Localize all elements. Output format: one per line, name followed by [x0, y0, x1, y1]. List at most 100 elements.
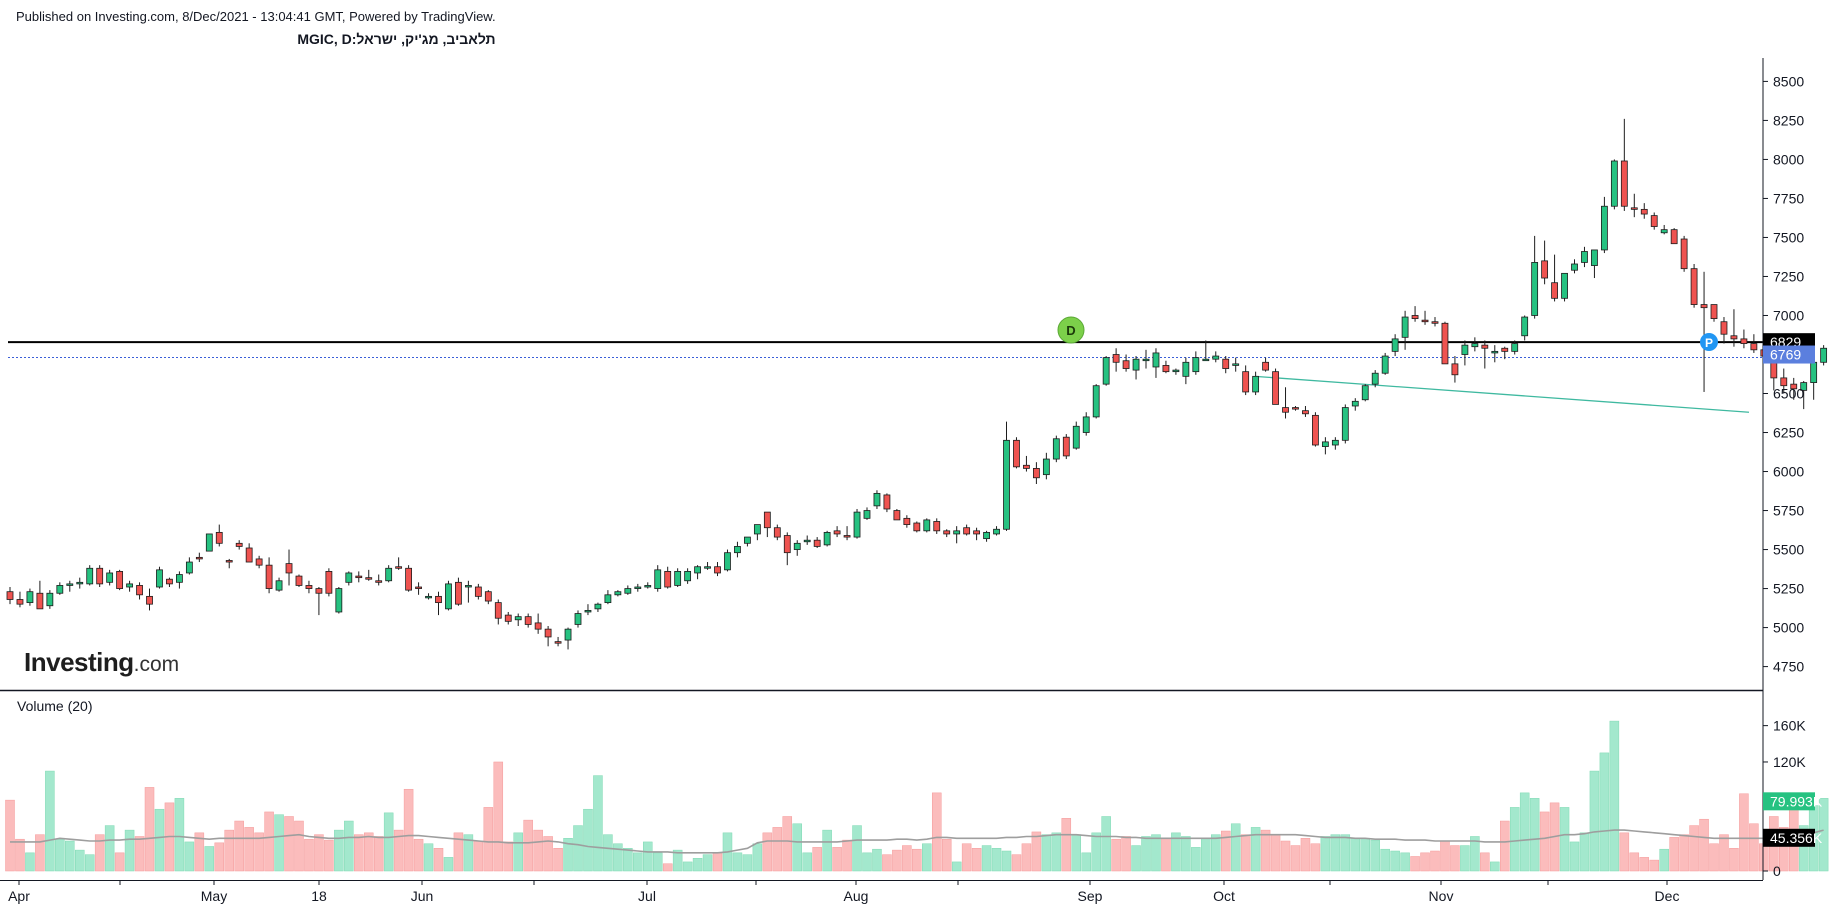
volume-bar[interactable] [393, 829, 404, 872]
candle[interactable] [1710, 304, 1718, 322]
volume-bar[interactable] [373, 836, 384, 872]
volume-bar[interactable] [84, 854, 95, 872]
candle[interactable] [1182, 357, 1190, 385]
candle[interactable] [1102, 356, 1110, 386]
volume-bar[interactable] [772, 827, 783, 872]
candle[interactable] [1481, 340, 1489, 369]
volume-bar[interactable] [1031, 831, 1042, 872]
candle[interactable] [56, 582, 64, 595]
candle[interactable] [1790, 377, 1798, 400]
volume-bar[interactable] [1370, 839, 1380, 872]
candle[interactable] [146, 588, 153, 611]
candle[interactable] [863, 507, 871, 520]
volume-bar[interactable] [344, 820, 354, 872]
volume-bar[interactable] [234, 820, 244, 872]
candle[interactable] [654, 565, 662, 592]
candle[interactable] [1461, 340, 1469, 366]
candle[interactable] [524, 613, 532, 628]
volume-bar[interactable] [254, 832, 264, 872]
volume-bar[interactable] [1211, 834, 1221, 872]
volume-bar[interactable] [1041, 834, 1052, 872]
volume-bar[interactable] [1798, 825, 1809, 872]
volume-bar[interactable] [633, 852, 643, 872]
volume-bar[interactable] [1270, 834, 1281, 872]
volume-bar[interactable] [174, 798, 185, 872]
volume-bar[interactable] [55, 838, 65, 872]
volume-bar[interactable] [742, 854, 753, 872]
volume-bar[interactable] [832, 847, 842, 872]
candle[interactable] [335, 587, 343, 614]
candle[interactable] [116, 569, 124, 591]
candle[interactable] [514, 613, 522, 627]
dividend-marker[interactable]: D [1057, 316, 1085, 344]
candle[interactable] [1062, 434, 1070, 460]
candle[interactable] [584, 604, 592, 616]
candle[interactable] [1042, 452, 1050, 480]
volume-bar[interactable] [1579, 832, 1590, 872]
candle[interactable] [1780, 368, 1788, 394]
volume-bar[interactable] [1091, 832, 1101, 872]
candle[interactable] [1610, 159, 1618, 210]
candle[interactable] [1112, 348, 1120, 372]
volume-bar[interactable] [941, 838, 952, 872]
volume-bar[interactable] [413, 838, 424, 872]
candle[interactable] [1122, 354, 1130, 372]
volume-bar[interactable] [1719, 834, 1729, 872]
volume-bar[interactable] [882, 854, 892, 872]
candle[interactable] [664, 566, 672, 589]
volume-bar[interactable] [822, 829, 832, 872]
volume-bar[interactable] [1460, 845, 1470, 872]
candle[interactable] [66, 580, 74, 592]
candle[interactable] [853, 508, 861, 539]
candle[interactable] [504, 611, 512, 625]
volume-bar[interactable] [1420, 852, 1430, 872]
candle[interactable] [1092, 384, 1100, 419]
volume-bar[interactable] [204, 846, 215, 872]
volume-bar[interactable] [383, 812, 394, 872]
volume-bar[interactable] [1081, 852, 1091, 872]
candle[interactable] [36, 580, 44, 610]
candle[interactable] [744, 536, 751, 547]
volume-bar[interactable] [573, 825, 583, 872]
volume-bar[interactable] [1201, 838, 1211, 872]
volume-bar[interactable] [702, 854, 713, 872]
candle[interactable] [1511, 340, 1519, 355]
candle[interactable] [1232, 357, 1240, 372]
volume-bar[interactable] [533, 829, 543, 872]
candle[interactable] [1411, 306, 1419, 322]
volume-bar[interactable] [1340, 834, 1351, 872]
volume-bar[interactable] [1709, 843, 1719, 872]
candle[interactable] [265, 557, 273, 594]
candle[interactable] [375, 574, 383, 586]
candle[interactable] [983, 530, 990, 542]
candle[interactable] [574, 610, 582, 628]
candle[interactable] [644, 582, 652, 589]
candle[interactable] [86, 565, 94, 586]
volume-bar[interactable] [1619, 832, 1630, 872]
candle[interactable] [425, 593, 432, 600]
candle[interactable] [1292, 405, 1299, 411]
volume-bar[interactable] [1729, 848, 1739, 872]
volume-bar[interactable] [1450, 845, 1460, 872]
candle[interactable] [544, 626, 552, 647]
volume-bar[interactable] [643, 841, 653, 872]
candle[interactable] [1740, 329, 1748, 349]
candle[interactable] [156, 566, 163, 589]
candle[interactable] [883, 493, 891, 513]
candle[interactable] [813, 537, 821, 548]
candle[interactable] [1750, 334, 1758, 353]
volume-bar[interactable] [1599, 752, 1610, 872]
volume-bar[interactable] [314, 834, 324, 872]
volume-bar[interactable] [1519, 792, 1530, 872]
candle[interactable] [1800, 381, 1808, 410]
volume-bar[interactable] [264, 811, 274, 872]
volume-bar[interactable] [65, 840, 75, 872]
volume-bar[interactable] [672, 849, 683, 872]
volume-bar[interactable] [1759, 843, 1769, 872]
candle[interactable] [1072, 421, 1080, 450]
volume-bar[interactable] [1818, 798, 1829, 872]
candle[interactable] [285, 549, 293, 586]
volume-bar[interactable] [324, 839, 334, 872]
volume-bar[interactable] [1181, 836, 1191, 872]
candle[interactable] [445, 580, 452, 611]
